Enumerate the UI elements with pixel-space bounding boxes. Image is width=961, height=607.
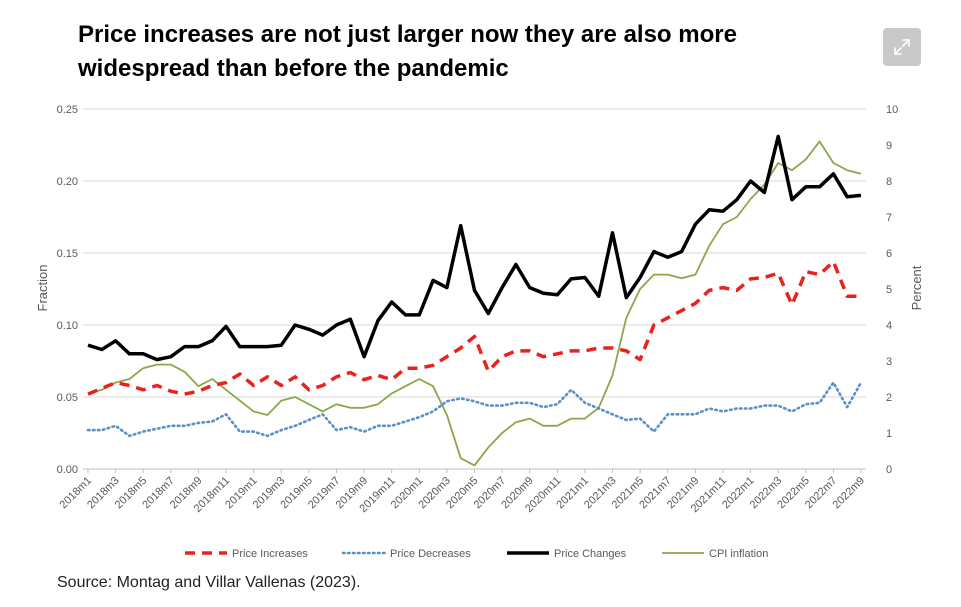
- legend-label: Price Increases: [232, 548, 308, 560]
- y-tick-label: 0.05: [57, 392, 78, 404]
- expand-icon: [894, 39, 910, 55]
- series-line-price-changes: [87, 134, 862, 362]
- right-axis: 0 1 2 3 4 5 6 7 8 9 10: [886, 104, 898, 476]
- legend-label: Price Changes: [554, 548, 627, 560]
- y-tick-label: 0.20: [57, 176, 78, 188]
- series-line-price-decreases: [86, 381, 863, 438]
- line-chart: 0.00 0.05 0.10 0.15 0.20 0.25 0 1 2 3 4 5 6 7 8 9 10 20…: [35, 104, 924, 560]
- y-tick-label: 0.10: [57, 320, 78, 332]
- y-axis-label: Fraction: [35, 265, 50, 312]
- expand-button[interactable]: [883, 28, 921, 66]
- y2-tick-label: 8: [886, 176, 892, 188]
- y2-tick-label: 6: [886, 248, 892, 260]
- y2-axis-label: Percent: [909, 265, 924, 310]
- y-tick-label: 0.15: [57, 248, 78, 260]
- legend-label: CPI inflation: [709, 548, 768, 560]
- y2-tick-label: 4: [886, 320, 892, 332]
- left-axis: 0.00 0.05 0.10 0.15 0.20 0.25: [57, 104, 78, 476]
- y2-tick-label: 9: [886, 140, 892, 152]
- series-lines: [86, 134, 863, 467]
- y2-tick-label: 2: [886, 392, 892, 404]
- y2-tick-label: 0: [886, 464, 892, 476]
- legend-label: Price Decreases: [390, 548, 471, 560]
- source-note: Source: Montag and Villar Vallenas (2023…: [57, 574, 361, 591]
- series-line-price-increases: [87, 259, 861, 396]
- series-line-cpi-inflation: [87, 140, 862, 467]
- y2-tick-label: 5: [886, 284, 892, 296]
- y2-tick-label: 3: [886, 356, 892, 368]
- y2-tick-label: 1: [886, 428, 892, 440]
- y-tick-label: 0.00: [57, 464, 78, 476]
- y-tick-label: 0.25: [57, 104, 78, 116]
- x-axis: 2018m12018m32018m52018m72018m92018m11201…: [58, 468, 867, 515]
- y2-tick-label: 10: [886, 104, 898, 116]
- chart-title: Price increases are not just larger now …: [78, 21, 737, 82]
- legend: Price Increases Price Decreases Price Chan…: [185, 548, 768, 560]
- y2-tick-label: 7: [886, 212, 892, 224]
